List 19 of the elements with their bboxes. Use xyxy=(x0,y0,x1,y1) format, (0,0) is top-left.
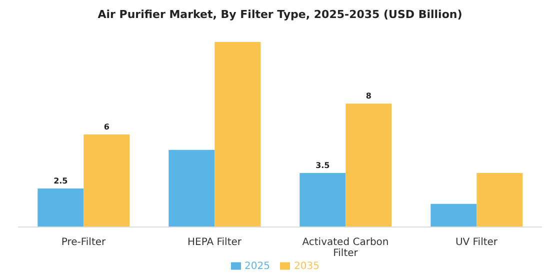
chart-title: Air Purifier Market, By Filter Type, 2025-2035 (USD Billion) xyxy=(96,8,464,23)
x-tick-label: Pre-Filter xyxy=(61,237,107,248)
legend-label: 2025 xyxy=(244,261,270,272)
legend-label: 2035 xyxy=(294,261,320,272)
bar xyxy=(346,104,392,227)
bar xyxy=(300,173,346,227)
bar xyxy=(84,134,130,227)
x-tick-label: UV Filter xyxy=(455,237,498,248)
data-label: 3.5 xyxy=(316,161,330,170)
data-label: 2.5 xyxy=(54,176,68,186)
bar xyxy=(38,188,84,227)
x-tick-label: Activated Carbon Filter xyxy=(302,237,389,259)
data-label: 6 xyxy=(104,122,110,132)
x-tick-label: HEPA Filter xyxy=(187,237,242,248)
bar xyxy=(476,173,523,227)
bar xyxy=(430,204,477,227)
bar xyxy=(214,42,261,227)
data-label: 8 xyxy=(366,92,372,101)
bar xyxy=(168,150,215,227)
